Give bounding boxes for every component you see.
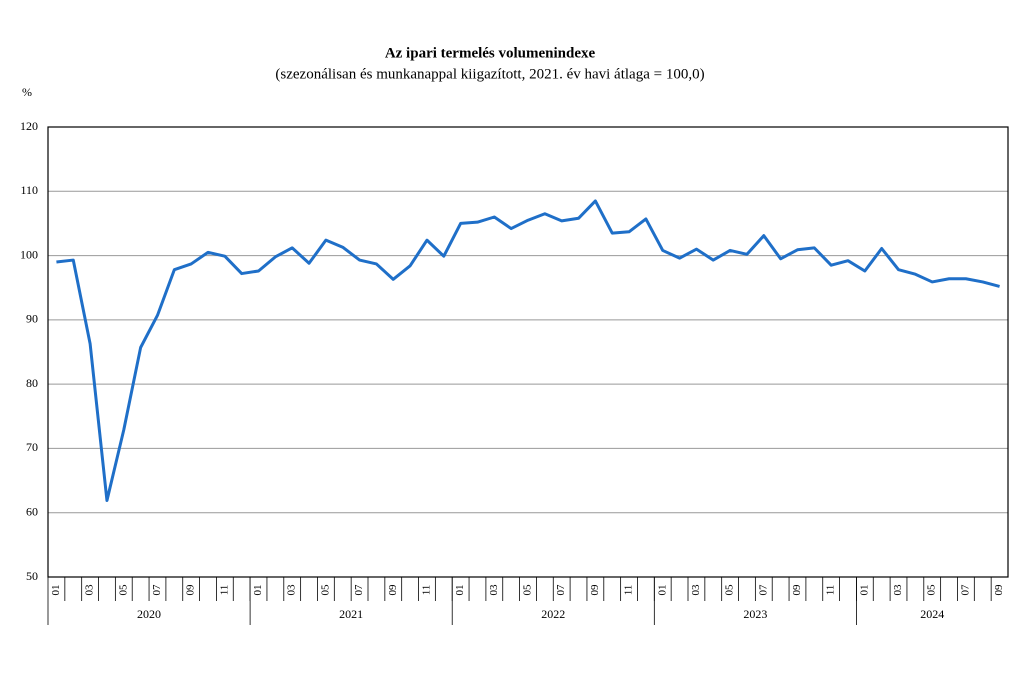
chart-title: Az ipari termelés volumenindexe bbox=[385, 45, 596, 61]
x-tick-label: 01 bbox=[252, 585, 264, 596]
plot-frame bbox=[47, 126, 1009, 578]
x-tick-label: 05 bbox=[926, 584, 938, 596]
x-tick-label: 05 bbox=[117, 584, 129, 596]
year-label: 2024 bbox=[920, 607, 944, 621]
x-tick-label: 07 bbox=[757, 584, 769, 596]
x-tick-label: 01 bbox=[656, 585, 668, 596]
x-tick-label: 11 bbox=[623, 585, 635, 596]
x-tick-label: 09 bbox=[185, 584, 197, 596]
x-tick-label: 11 bbox=[825, 585, 837, 596]
x-tick-label: 07 bbox=[959, 584, 971, 596]
chart-subtitle: (szezonálisan és munkanappal kiigazított… bbox=[275, 66, 704, 82]
x-tick-label: 09 bbox=[791, 584, 803, 596]
y-tick-label: 50 bbox=[26, 569, 38, 583]
x-tick-label: 01 bbox=[454, 585, 466, 596]
y-tick-label: 60 bbox=[26, 504, 38, 518]
x-tick-label: 07 bbox=[353, 584, 365, 596]
x-tick-label: 03 bbox=[84, 584, 96, 596]
x-tick-label: 07 bbox=[151, 584, 163, 596]
x-tick-label: 09 bbox=[387, 584, 399, 596]
y-tick-label: 90 bbox=[26, 312, 38, 326]
y-tick-label: 100 bbox=[20, 247, 38, 261]
x-tick-label: 11 bbox=[420, 585, 432, 596]
x-tick-label: 03 bbox=[892, 584, 904, 596]
y-axis-label: % bbox=[22, 85, 32, 99]
x-tick-label: 01 bbox=[50, 585, 62, 596]
y-tick-label: 70 bbox=[26, 440, 38, 454]
y-tick-label: 120 bbox=[20, 119, 38, 133]
year-label: 2020 bbox=[137, 607, 161, 621]
year-label: 2021 bbox=[339, 607, 363, 621]
year-label: 2023 bbox=[743, 607, 767, 621]
year-label: 2022 bbox=[541, 607, 565, 621]
y-tick-label: 80 bbox=[26, 376, 38, 390]
x-tick-label: 03 bbox=[286, 584, 298, 596]
y-tick-label: 110 bbox=[20, 183, 38, 197]
x-tick-label: 05 bbox=[522, 584, 534, 596]
x-tick-label: 07 bbox=[555, 584, 567, 596]
x-tick-label: 05 bbox=[319, 584, 331, 596]
x-tick-label: 11 bbox=[218, 585, 230, 596]
x-tick-label: 09 bbox=[589, 584, 601, 596]
data-line bbox=[56, 199, 1000, 502]
x-tick-label: 03 bbox=[690, 584, 702, 596]
x-tick-label: 03 bbox=[488, 584, 500, 596]
x-tick-label: 01 bbox=[858, 585, 870, 596]
x-tick-label: 05 bbox=[724, 584, 736, 596]
x-tick-label: 09 bbox=[993, 584, 1005, 596]
